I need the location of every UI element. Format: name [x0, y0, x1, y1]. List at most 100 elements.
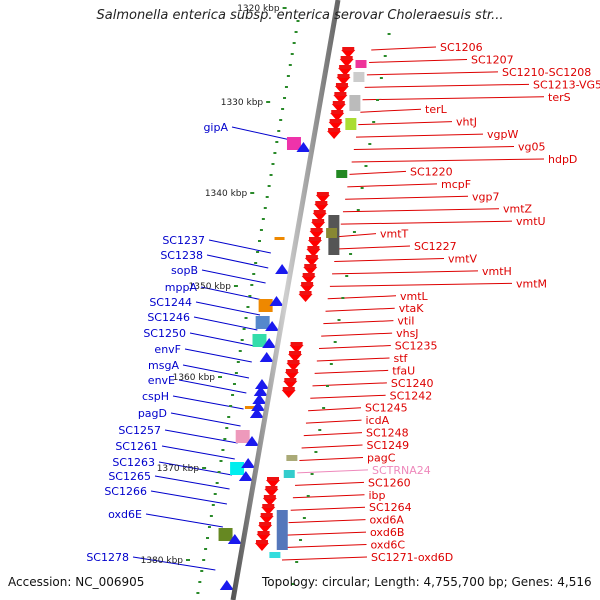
gene-label[interactable]: SC1271-oxd6D	[371, 551, 453, 564]
gene-label[interactable]: envF	[154, 343, 181, 356]
gene-label[interactable]: SC1237	[162, 234, 205, 247]
gene-connector	[312, 382, 387, 387]
gene-label[interactable]: SC1264	[369, 501, 412, 514]
gene-label[interactable]: vgpW	[487, 128, 518, 141]
gene-label[interactable]: SC1220	[410, 165, 453, 178]
gene-label[interactable]: terS	[548, 91, 571, 104]
gene-label[interactable]: icdA	[366, 414, 390, 427]
gene-label[interactable]: sopB	[171, 264, 198, 277]
gene-label[interactable]: SC1242	[390, 389, 433, 402]
gene-label[interactable]: cspH	[142, 390, 169, 403]
locus-dot	[217, 471, 221, 473]
gene-label[interactable]: SC1246	[147, 311, 190, 324]
gene-arrow	[336, 77, 351, 85]
gene-block	[334, 92, 347, 96]
gene-label[interactable]: SC1244	[149, 296, 192, 309]
gene-label[interactable]: SC1240	[391, 377, 434, 390]
gene-label[interactable]: vhsJ	[396, 327, 418, 340]
gene-label[interactable]: vmtU	[516, 215, 546, 228]
gene-label[interactable]: SC1210-SC1208	[502, 66, 591, 79]
gene-label[interactable]: vg05	[518, 141, 546, 154]
gene-label[interactable]: SC1250	[143, 327, 186, 340]
gene-block	[269, 552, 281, 558]
gene-connector	[356, 133, 484, 138]
gene-label[interactable]: pagC	[367, 451, 396, 464]
gene-label[interactable]: SC1249	[367, 439, 410, 452]
gene-label[interactable]: SC1261	[115, 440, 158, 453]
gene-label[interactable]: vtiI	[397, 315, 414, 328]
gene-label[interactable]: oxd6A	[370, 514, 405, 527]
gene-label[interactable]: pagD	[138, 407, 167, 420]
gene-label[interactable]: oxd6C	[371, 539, 406, 552]
tick-label: 1340 kbp	[205, 189, 248, 199]
locus-dot	[207, 526, 211, 528]
gene-label[interactable]: SC1278	[86, 551, 129, 564]
tick-mark	[266, 101, 271, 103]
gene-label[interactable]: envE	[148, 374, 175, 387]
gene-label[interactable]: gipA	[203, 121, 228, 134]
gene-label[interactable]: SC1263	[112, 456, 155, 469]
gene-arrow	[259, 352, 274, 362]
gene-label[interactable]: tfaU	[392, 364, 415, 377]
locus-dot	[288, 64, 292, 66]
gene-label[interactable]: oxd6B	[370, 526, 404, 539]
gene-label[interactable]: SC1266	[104, 485, 147, 498]
gene-label[interactable]: vmtL	[400, 290, 429, 303]
gene-label[interactable]: SC1245	[365, 402, 408, 415]
gene-block	[290, 342, 303, 346]
locus-dot	[368, 143, 372, 145]
gene-connector	[338, 233, 377, 238]
locus-dot	[325, 385, 329, 387]
gene-label[interactable]: stf	[394, 352, 409, 365]
gene-label[interactable]: mcpF	[441, 178, 471, 191]
locus-dot	[248, 295, 252, 297]
gene-label[interactable]: vmtT	[380, 228, 409, 241]
gene-label[interactable]: mppA	[165, 281, 198, 294]
gene-label[interactable]: ibp	[369, 489, 386, 502]
gene-label[interactable]: vtaK	[399, 302, 425, 315]
gene-label[interactable]: terL	[425, 103, 448, 116]
gene-label[interactable]: oxd6E	[108, 508, 142, 521]
gene-label[interactable]: vhtJ	[456, 116, 477, 129]
gene-label[interactable]: SC1207	[471, 53, 514, 66]
gene-block	[342, 47, 355, 51]
gene-label[interactable]: SC1238	[160, 249, 203, 262]
gene-label[interactable]: SC1257	[118, 424, 161, 437]
gene-label[interactable]: SC1265	[108, 470, 151, 483]
gene-connector	[189, 332, 255, 347]
gene-arrow	[309, 231, 324, 239]
gene-label[interactable]: SC1213-VG55-SC1211	[533, 78, 600, 91]
locus-dot	[238, 350, 242, 352]
gene-label[interactable]: msgA	[148, 359, 179, 372]
locus-dot	[283, 97, 287, 99]
tick-mark	[218, 376, 223, 378]
gene-block	[329, 119, 342, 123]
gene-block	[326, 228, 338, 238]
gene-label[interactable]: SC1248	[366, 427, 409, 440]
tick-label: 1360 kbp	[173, 373, 216, 383]
gene-label[interactable]: SCTRNA24	[372, 464, 431, 477]
gene-block	[265, 486, 278, 490]
gene-label[interactable]: SC1260	[368, 476, 411, 489]
gene-label[interactable]: hdpD	[548, 153, 577, 166]
gene-block	[285, 369, 298, 373]
gene-arrow	[275, 264, 290, 274]
gene-label[interactable]: SC1206	[440, 41, 483, 54]
gene-label[interactable]: vgp7	[472, 190, 499, 203]
gene-connector	[305, 419, 362, 424]
gene-block	[282, 387, 295, 391]
gene-connector	[172, 395, 244, 410]
gene-label[interactable]: SC1235	[395, 340, 438, 353]
gene-arrow	[269, 296, 284, 306]
gene-label[interactable]: vmtZ	[503, 203, 533, 216]
gene-label[interactable]: vmtV	[448, 252, 478, 265]
locus-dot	[337, 319, 341, 321]
gene-connector	[184, 348, 252, 363]
gene-label[interactable]: SC1227	[414, 240, 457, 253]
gene-connector	[362, 96, 545, 101]
gene-arrow	[314, 204, 329, 212]
gene-label[interactable]: vmtM	[516, 277, 547, 290]
tick-label: 1330 kbp	[221, 98, 264, 108]
gene-label[interactable]: vmtH	[482, 265, 512, 278]
